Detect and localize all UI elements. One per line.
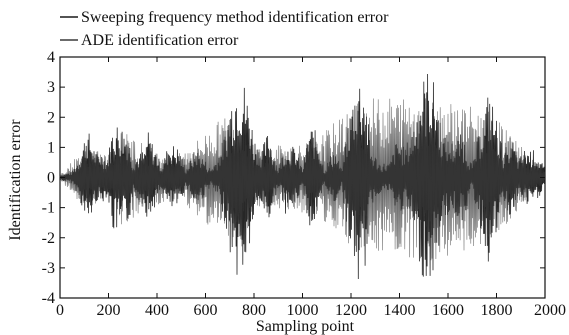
y-tick-label: -2 [42, 230, 55, 247]
x-tick-label: 1800 [481, 302, 513, 319]
x-tick-label: 1200 [335, 302, 367, 319]
x-tick-label: 1000 [287, 302, 319, 319]
y-tick-label: -3 [42, 260, 55, 277]
x-tick-label: 200 [97, 302, 121, 319]
y-tick-label: 4 [47, 49, 55, 66]
legend-label-ade: ADE identification error [81, 32, 239, 49]
series-layer [59, 73, 546, 280]
x-tick-label: 2000 [534, 302, 566, 319]
x-tick-label: 600 [194, 302, 218, 319]
y-tick-label: -1 [42, 200, 55, 217]
x-tick-label: 0 [56, 302, 64, 319]
series-line-ade [59, 98, 546, 261]
legend-label-sweeping: Sweeping frequency method identification… [81, 9, 389, 26]
y-tick-label: 3 [47, 79, 55, 96]
x-axis-label: Sampling point [256, 318, 355, 335]
y-axis: -4 -3 -2 -1 0 1 2 3 4 [42, 49, 545, 307]
y-tick-label: 1 [47, 139, 55, 156]
x-tick-label: 800 [242, 302, 266, 319]
y-tick-label: 0 [47, 170, 55, 187]
x-tick-label: 1400 [384, 302, 416, 319]
x-tick-label: 1600 [432, 302, 464, 319]
y-axis-label: Identification error [7, 119, 24, 241]
x-tick-label: 400 [145, 302, 169, 319]
y-tick-label: 2 [47, 109, 55, 126]
x-axis: 0 200 400 600 800 1000 1200 1400 1600 1800 2000 [56, 57, 566, 319]
legend: Sweeping frequency method identification… [60, 9, 389, 49]
y-tick-label: -4 [42, 290, 55, 307]
